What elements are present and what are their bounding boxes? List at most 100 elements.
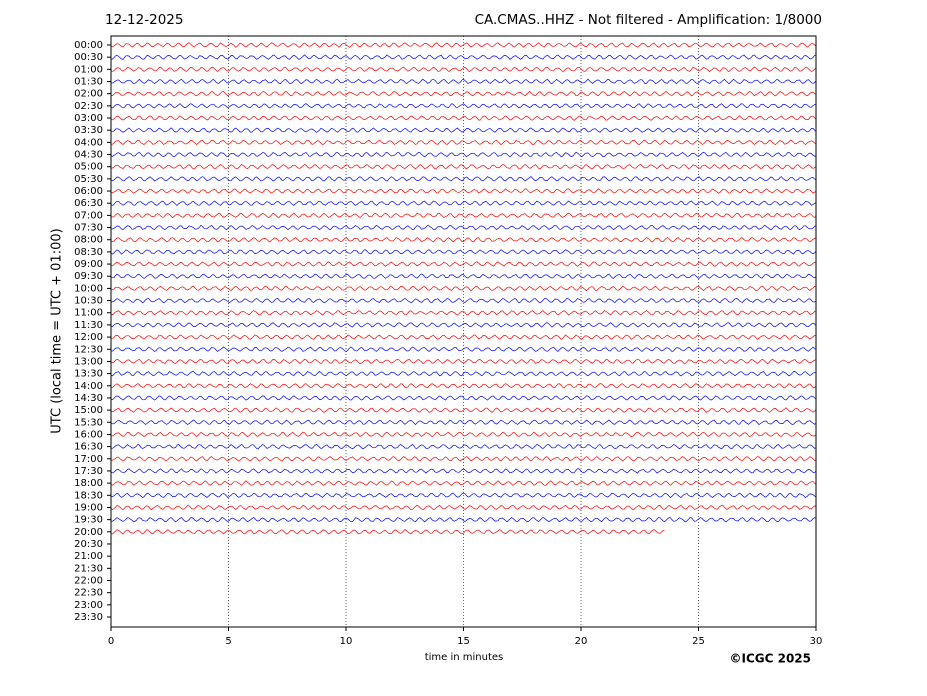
- x-tick-label: 0: [108, 636, 114, 647]
- trace: [110, 163, 817, 170]
- trace: [110, 334, 817, 340]
- x-axis-label: time in minutes: [425, 652, 504, 663]
- y-tick-label: 13:00: [74, 356, 103, 367]
- y-tick-label: 09:00: [74, 259, 103, 270]
- y-tick-label: 17:00: [74, 454, 103, 465]
- y-tick-label: 21:00: [74, 551, 103, 562]
- y-tick-label: 11:00: [74, 308, 103, 319]
- trace: [110, 224, 817, 231]
- y-tick-label: 17:30: [74, 466, 103, 477]
- trace: [110, 443, 817, 450]
- trace: [110, 188, 817, 194]
- trace: [110, 237, 817, 243]
- y-tick-label: 02:00: [74, 89, 103, 100]
- trace: [110, 322, 817, 328]
- y-tick-label: 04:30: [74, 150, 103, 161]
- y-tick-label: 20:00: [74, 527, 103, 538]
- y-tick-label: 05:30: [74, 174, 103, 185]
- y-tick-label: 10:30: [74, 296, 103, 307]
- y-tick-label: 07:00: [74, 210, 103, 221]
- trace: [110, 103, 817, 109]
- trace: [110, 480, 817, 486]
- y-tick-label: 12:00: [74, 332, 103, 343]
- trace: [110, 176, 817, 182]
- trace: [110, 42, 817, 48]
- trace: [110, 346, 817, 352]
- trace: [110, 407, 817, 413]
- y-axis-label: UTC (local time = UTC + 01:00): [50, 228, 65, 433]
- trace: [110, 273, 817, 279]
- y-tick-label: 16:00: [74, 429, 103, 440]
- y-tick-label: 08:00: [74, 235, 103, 246]
- y-tick-label: 23:00: [74, 600, 103, 611]
- x-tick-label: 10: [340, 636, 353, 647]
- plot-frame: [110, 35, 817, 628]
- trace: [111, 456, 817, 462]
- trace: [110, 285, 817, 292]
- trace: [111, 212, 817, 219]
- y-tick-label: 11:30: [74, 320, 103, 331]
- y-tick-label: 18:30: [74, 490, 103, 501]
- trace: [110, 529, 665, 535]
- trace: [110, 115, 817, 121]
- trace: [110, 419, 817, 425]
- x-tick-label: 20: [575, 636, 588, 647]
- trace: [110, 383, 817, 389]
- x-tick-label: 25: [692, 636, 705, 647]
- trace: [110, 395, 817, 401]
- trace: [110, 90, 817, 97]
- trace: [111, 54, 817, 60]
- y-tick-label: 16:30: [74, 442, 103, 453]
- trace: [110, 66, 817, 73]
- trace: [110, 358, 817, 365]
- trace: [110, 504, 817, 511]
- trace: [110, 492, 817, 499]
- chart-title: CA.CMAS..HHZ - Not filtered - Amplificat…: [475, 12, 822, 28]
- y-tick-label: 21:30: [74, 563, 103, 574]
- y-tick-label: 19:00: [74, 502, 103, 513]
- credit: ©ICGC 2025: [729, 652, 811, 666]
- y-tick-label: 00:30: [74, 52, 103, 63]
- y-tick-label: 08:30: [74, 247, 103, 258]
- y-tick-label: 22:00: [74, 575, 103, 586]
- trace: [110, 200, 817, 206]
- y-tick-label: 22:30: [74, 588, 103, 599]
- trace: [110, 127, 817, 133]
- trace: [111, 78, 817, 85]
- y-tick-label: 10:00: [74, 283, 103, 294]
- y-tick-label: 06:30: [74, 198, 103, 209]
- y-tick-label: 15:00: [74, 405, 103, 416]
- y-tick-label: 03:30: [74, 125, 103, 136]
- y-tick-label: 20:30: [74, 539, 103, 550]
- y-tick-label: 19:30: [74, 515, 103, 526]
- trace: [110, 310, 817, 316]
- date: 12-12-2025: [105, 12, 183, 28]
- y-tick-label: 03:00: [74, 113, 103, 124]
- trace: [110, 370, 816, 377]
- y-tick-label: 05:00: [74, 162, 103, 173]
- trace: [110, 151, 817, 158]
- y-tick-label: 01:30: [74, 77, 103, 88]
- y-tick-label: 13:30: [74, 369, 103, 380]
- x-tick-label: 30: [810, 636, 823, 647]
- y-tick-label: 12:30: [74, 344, 103, 355]
- y-tick-label: 23:30: [74, 612, 103, 623]
- trace: [110, 249, 817, 255]
- y-tick-label: 00:00: [74, 40, 103, 51]
- x-tick-label: 15: [457, 636, 470, 647]
- trace: [110, 139, 817, 146]
- y-tick-label: 15:30: [74, 417, 103, 428]
- trace: [110, 261, 817, 267]
- y-tick-label: 14:00: [74, 381, 103, 392]
- y-tick-label: 14:30: [74, 393, 103, 404]
- x-tick-label: 5: [225, 636, 231, 647]
- trace: [110, 297, 817, 304]
- y-tick-label: 04:00: [74, 137, 103, 148]
- trace: [110, 468, 817, 474]
- trace: [110, 431, 817, 438]
- y-tick-label: 07:30: [74, 223, 103, 234]
- y-tick-label: 01:00: [74, 64, 103, 75]
- y-tick-label: 09:30: [74, 271, 103, 282]
- y-tick-label: 06:00: [74, 186, 103, 197]
